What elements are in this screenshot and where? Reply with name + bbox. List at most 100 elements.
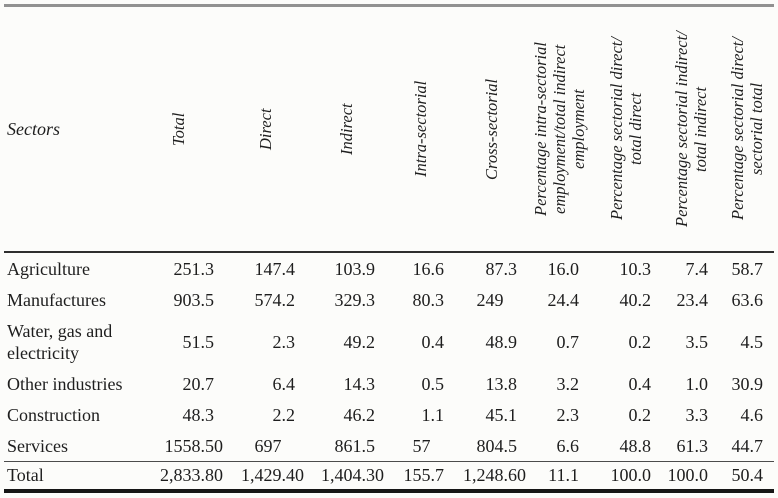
column-header-pct-sectorial-indirect: Percentage sectorial indirect/ total ind… — [662, 5, 719, 253]
value-cell: 697.00 — [225, 430, 306, 462]
cell-value: 2.3 — [272, 331, 296, 352]
cell-value: 10.3 — [619, 258, 652, 279]
header-row: Sectors Total Direct Indirect Intra-sect… — [4, 5, 774, 253]
value-cell: 329.30 — [306, 284, 386, 315]
cell-value: 30.9 — [731, 373, 764, 394]
value-cell: 3.30 — [662, 399, 719, 430]
value-cell: 7.40 — [662, 252, 719, 284]
value-cell: 0.20 — [590, 399, 662, 430]
column-header-label: Cross-sectorial — [482, 78, 501, 180]
cell-value: 6.6 — [556, 435, 580, 456]
table-row: Agriculture251.30147.40103.9016.6087.301… — [4, 252, 774, 284]
value-cell: 46.20 — [306, 399, 386, 430]
cell-value: 4.5 — [740, 331, 764, 352]
column-header-label: Direct — [256, 108, 275, 150]
column-header-intra-sectorial: Intra-sectorial — [386, 5, 455, 253]
value-cell: 45.10 — [455, 399, 528, 430]
column-header-pct-sectorial-direct: Percentage sectorial direct/ total direc… — [590, 5, 662, 253]
table-row: Construction48.302.2046.201.1045.102.300… — [4, 399, 774, 430]
value-cell: 100.00 — [662, 461, 719, 491]
value-cell: 1.00 — [662, 368, 719, 399]
table-body: Agriculture251.30147.40103.9016.6087.301… — [4, 252, 774, 491]
cell-value: 0.2 — [628, 404, 652, 425]
column-header-label: Total — [169, 112, 188, 146]
cell-value: 58.7 — [731, 258, 764, 279]
cell-value: 63.6 — [731, 289, 764, 310]
cell-value: 13.8 — [485, 373, 518, 394]
value-cell: 50.40 — [719, 461, 774, 491]
value-cell: 14.30 — [306, 368, 386, 399]
cell-value: 1558.50 — [164, 435, 224, 456]
cell-value: 3.3 — [685, 404, 709, 425]
cell-value: 1,429.40 — [241, 465, 304, 485]
cell-value: 2.3 — [556, 404, 580, 425]
cell-value: 861.5 — [334, 435, 376, 456]
table-row: Other industries20.706.4014.300.5013.803… — [4, 368, 774, 399]
value-cell: 20.70 — [132, 368, 225, 399]
value-cell: 57.00 — [386, 430, 455, 462]
cell-value: 51.5 — [182, 331, 215, 352]
value-cell: 11.10 — [528, 461, 590, 491]
sector-cell: Services — [7, 435, 68, 456]
cell-value: 3.2 — [556, 373, 580, 394]
cell-value: 100.0 — [610, 465, 652, 485]
cell-value: 1,248.60 — [463, 465, 526, 485]
cell-value: 329.3 — [334, 289, 376, 310]
value-cell: 48.80 — [590, 430, 662, 462]
value-cell: 44.70 — [719, 430, 774, 462]
cell-value: 147.4 — [254, 258, 296, 279]
value-cell: 24.40 — [528, 284, 590, 315]
column-header-cross-sectorial: Cross-sectorial — [455, 5, 528, 253]
sector-cell: Manufactures — [7, 289, 106, 310]
value-cell: 48.90 — [455, 315, 528, 368]
cell-value: 103.9 — [334, 258, 376, 279]
value-cell: 804.50 — [455, 430, 528, 462]
cell-value: 7.4 — [685, 258, 709, 279]
value-cell: 48.30 — [132, 399, 225, 430]
sector-cell: Agriculture — [7, 258, 90, 279]
table-row: Manufactures 903.50574.20329.3080.30249.0… — [4, 284, 774, 315]
column-header-pct-intra-sectorial-employment: Percentage intra-sectorial employment/to… — [528, 5, 590, 253]
value-cell: 16.60 — [386, 252, 455, 284]
cell-value: 16.0 — [547, 258, 580, 279]
value-cell: 2.20 — [225, 399, 306, 430]
value-cell: 1,429.40 — [225, 461, 306, 491]
column-header-label: Intra-sectorial — [411, 80, 430, 178]
cell-value: 49.2 — [343, 331, 376, 352]
value-cell: 0.50 — [386, 368, 455, 399]
value-cell: 861.50 — [306, 430, 386, 462]
column-header-label: Percentage sectorial direct/ sectorial t… — [727, 37, 766, 221]
cell-value: 87.3 — [485, 258, 518, 279]
value-cell: 0.20 — [590, 315, 662, 368]
cell-value: 57 — [412, 435, 431, 456]
value-cell: 10.30 — [590, 252, 662, 284]
value-cell: 63.60 — [719, 284, 774, 315]
cell-value: 697 — [254, 435, 282, 456]
cell-value: 40.2 — [619, 289, 652, 310]
cell-value: 3.5 — [685, 331, 709, 352]
column-header-label: Percentage sectorial direct/ total direc… — [607, 37, 645, 221]
value-cell: 87.30 — [455, 252, 528, 284]
column-header-sectors: Sectors — [4, 5, 132, 253]
value-cell: 1,404.30 — [306, 461, 386, 491]
column-header-label: Sectors — [7, 118, 60, 139]
employment-effects-table: Sectors Total Direct Indirect Intra-sect… — [4, 4, 774, 493]
value-cell: 0.40 — [590, 368, 662, 399]
column-header-indirect: Indirect — [306, 5, 386, 253]
cell-value: 1.1 — [421, 404, 445, 425]
cell-value: 61.3 — [676, 435, 709, 456]
sector-cell: Other industries — [7, 373, 123, 394]
cell-value: 11.1 — [548, 465, 579, 485]
cell-value: 20.7 — [182, 373, 215, 394]
cell-value: 6.4 — [272, 373, 296, 394]
value-cell: 58.70 — [719, 252, 774, 284]
column-header-pct-sectorial-direct-total: Percentage sectorial direct/ sectorial t… — [719, 5, 774, 253]
value-cell: 2.30 — [528, 399, 590, 430]
cell-value: 16.6 — [412, 258, 445, 279]
cell-value: 45.1 — [485, 404, 518, 425]
cell-value: 44.7 — [731, 435, 764, 456]
cell-value: 48.8 — [619, 435, 652, 456]
